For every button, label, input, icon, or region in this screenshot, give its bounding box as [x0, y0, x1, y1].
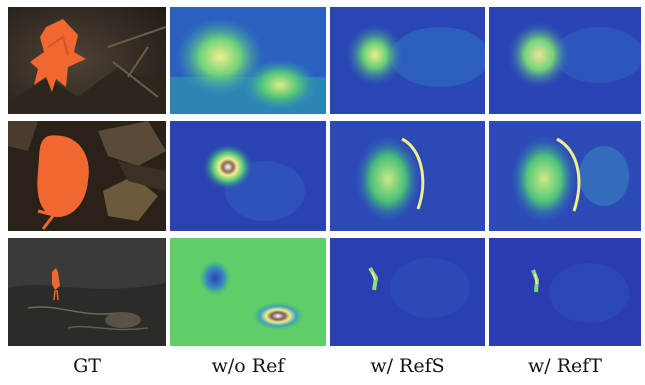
heatmap-w-reft-row-2: [489, 121, 641, 231]
heatmap-w-reft-row-1: [489, 7, 641, 114]
caption-wo-ref: w/o Ref: [211, 355, 285, 377]
gt-image-row-2: [8, 121, 166, 231]
heatmap-wo-ref-row-1: [170, 7, 326, 114]
heatmap-w-reft-row-3: [489, 238, 641, 346]
caption-gt: GT: [73, 355, 101, 377]
gt-image-row-1: [8, 7, 166, 114]
gt-image-row-3: [8, 238, 166, 346]
caption-w-refs: w/ RefS: [370, 355, 445, 377]
heatmap-w-refs-row-3: [330, 238, 485, 346]
heatmap-wo-ref-row-2: [170, 121, 326, 231]
heatmap-w-refs-row-1: [330, 7, 485, 114]
heatmap-w-refs-row-2: [330, 121, 485, 231]
heatmap-wo-ref-row-3: [170, 238, 326, 346]
caption-w-reft: w/ RefT: [528, 355, 602, 377]
